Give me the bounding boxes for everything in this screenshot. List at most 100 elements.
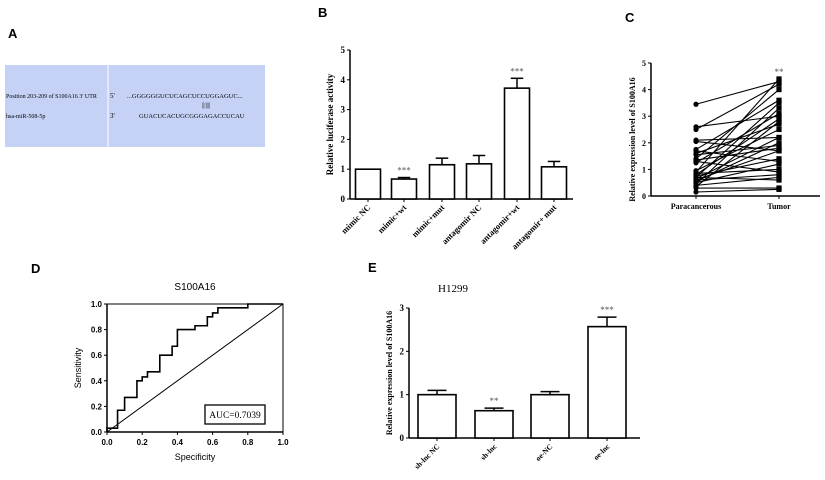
y-tick-label: 4 <box>642 86 646 95</box>
y-tick-label: 5 <box>642 59 646 68</box>
pair-line <box>695 163 780 184</box>
row2-end: 3' <box>110 112 115 120</box>
y-axis-label: Relative luciferase activity <box>325 73 335 175</box>
row1-end: 5' <box>110 92 115 100</box>
y-axis-label: Relative expression level of S100A16 <box>628 77 637 201</box>
y-tick-label: 3 <box>400 303 405 313</box>
tumor-point <box>776 100 782 106</box>
tumor-point <box>776 140 782 146</box>
tumor-point <box>776 142 782 149</box>
pair-line <box>695 158 780 177</box>
x-tick-label: 0.2 <box>137 438 149 447</box>
row2-label: hsa-miR-508-5p <box>6 114 45 120</box>
y-axis-label: Relative expression level of S100A16 <box>385 311 394 435</box>
y-tick-label: 0.2 <box>91 402 103 411</box>
y-tick-label: 3 <box>341 105 346 115</box>
tumor-point <box>776 174 782 180</box>
pairing-lines: ||||||| <box>202 103 210 109</box>
pair-line <box>695 142 780 182</box>
pair-line <box>695 129 780 172</box>
table-background <box>5 65 265 147</box>
panel-label-b: B <box>318 5 327 20</box>
tumor-point <box>776 121 782 127</box>
bar <box>417 393 457 439</box>
bar <box>465 163 493 200</box>
y-tick-label: 0 <box>642 192 646 201</box>
panel-label-a: A <box>8 26 18 41</box>
x-tick-label: mimic NC <box>339 202 372 235</box>
y-tick-label: 0.0 <box>91 428 103 437</box>
y-tick-label: 2 <box>341 134 346 144</box>
bar <box>503 87 531 200</box>
y-tick-label: 1 <box>642 165 646 174</box>
panel-b-chart: 0 1 2 3 4 5 Relative luciferase activity mimic … <box>325 45 573 251</box>
x-tick-label: mimic+mut <box>410 202 447 239</box>
tumor-point <box>776 76 782 82</box>
bar <box>530 393 570 439</box>
tumor-point <box>776 169 782 175</box>
pair-line <box>695 102 780 178</box>
bar <box>428 163 456 200</box>
pair-line <box>695 83 780 130</box>
tumor-point <box>776 87 782 93</box>
y-tick-label: 0 <box>341 194 346 204</box>
paracancerous-point <box>693 126 699 133</box>
tumor-point <box>776 79 782 85</box>
tumor-point <box>776 118 782 125</box>
x-tick-label: oe-lnc <box>591 442 611 462</box>
y-tick-label: 0.4 <box>91 377 103 386</box>
panel-a-sequence-table: Position 203-209 of S100A16 3' UTR 5' ..… <box>5 65 265 147</box>
y-tick-label: 2 <box>642 139 646 148</box>
x-tick-label: 0.0 <box>101 438 113 447</box>
tumor-point <box>776 81 782 87</box>
pair-line <box>695 188 780 193</box>
pair-line <box>695 113 780 164</box>
x-tick-label: 0.4 <box>172 438 184 447</box>
paracancerous-point <box>693 189 699 195</box>
pair-line <box>695 123 780 154</box>
y-axis-label: Sensitivity <box>73 347 83 388</box>
bar <box>390 178 418 200</box>
panel-label-d: D <box>31 261 40 276</box>
tumor-point <box>776 145 782 151</box>
tumor-point <box>776 158 782 165</box>
tumor-point <box>776 105 782 111</box>
paracancerous-point <box>693 101 699 107</box>
panel-c-chart: 0 1 2 3 4 5 Relative expression level of S100A… <box>628 59 820 211</box>
significance-mark: *** <box>397 166 411 176</box>
paracancerous-point <box>693 160 699 166</box>
x-tick-label: oe-NC <box>534 442 555 463</box>
tumor-point <box>776 134 782 141</box>
paracancerous-point <box>693 152 699 158</box>
row1-label: Position 203-209 of S100A16 3' UTR <box>6 93 97 100</box>
roc-curve <box>106 303 283 432</box>
tumor-point <box>776 110 782 117</box>
tumor-point <box>776 156 782 162</box>
panel-label-c: C <box>625 10 635 25</box>
y-tick-label: 5 <box>341 45 346 55</box>
x-tick-label: Paracancerous <box>671 202 722 211</box>
reference-line <box>106 303 284 433</box>
pair-line <box>695 107 780 185</box>
bar <box>540 166 568 200</box>
panel-label-e: E <box>368 260 377 275</box>
x-tick-label: mimic+wt <box>376 202 409 235</box>
paracancerous-point <box>693 138 699 145</box>
y-tick-label: 4 <box>341 75 346 85</box>
auc-box <box>204 404 266 425</box>
significance-mark: ** <box>490 396 500 406</box>
y-tick-label: 1 <box>341 164 346 174</box>
tumor-point <box>776 116 782 122</box>
y-tick-label: 1.0 <box>91 300 103 309</box>
tumor-point <box>776 148 782 154</box>
x-tick-label: Tumor <box>767 202 791 211</box>
bar <box>354 168 382 200</box>
significance-mark: ** <box>775 67 785 77</box>
x-tick-label: 1.0 <box>277 438 289 447</box>
y-tick-label: 0 <box>400 433 405 443</box>
panel-d-chart: 0.0 0.2 0.4 0.6 0.8 1.0 0.0 0.2 0.4 0.6 0.8 1.0 S100… <box>73 282 289 462</box>
pair-line <box>695 78 780 173</box>
pair-line <box>695 115 780 128</box>
pair-line <box>695 81 780 105</box>
